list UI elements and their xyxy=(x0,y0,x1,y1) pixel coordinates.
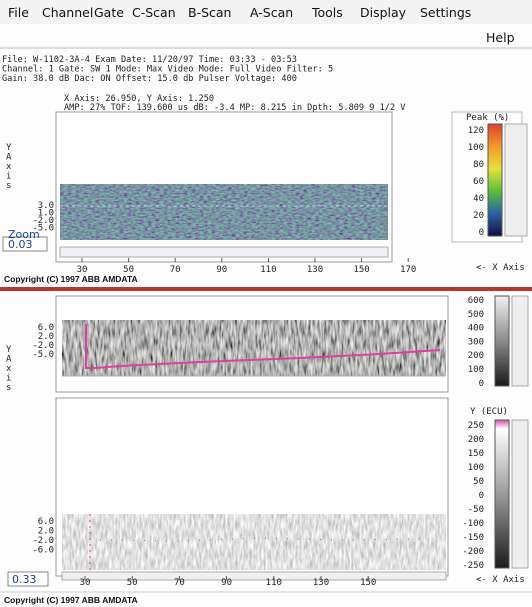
y-axis-letter: A xyxy=(6,355,12,365)
y-tick-label: -5.0 xyxy=(32,350,54,360)
colorbar-tick-label: -250 xyxy=(462,561,484,571)
x-tick-label: 170 xyxy=(400,265,416,275)
colorbar-tick-label: 0 xyxy=(479,379,484,389)
colorbar-tick-label: 200 xyxy=(468,435,484,445)
colorbar-tick-label: 100 xyxy=(468,365,484,375)
y-axis-letter: i xyxy=(6,374,11,384)
y-tick-label: 6.0 xyxy=(38,517,54,527)
colorbar-tick-label: 100 xyxy=(468,143,484,153)
colorbar-tick-label: 50 xyxy=(473,477,484,487)
y-axis-letter: x xyxy=(6,162,12,172)
y-axis-letter: Y xyxy=(6,345,12,355)
menu-item[interactable]: Gate xyxy=(94,5,124,20)
cursor-line-text: AMP: 27% TOF: 139.600 us dB: -3.4 MP: 8.… xyxy=(64,103,405,113)
y-axis-letter: A xyxy=(6,153,12,163)
copyright: Copyright (C) 1997 ABB AMDATA xyxy=(4,595,138,605)
zoom-value[interactable]: 0.03 xyxy=(8,238,33,251)
colorbar-tick-label: 0 xyxy=(479,228,484,238)
info-line: File: W-1102-3A-4 Exam Date: 11/20/97 Ti… xyxy=(2,55,297,65)
menu-item[interactable]: Tools xyxy=(311,5,343,20)
colorbar-title: Peak (%) xyxy=(466,113,509,123)
y-axis-letter: Y xyxy=(6,143,12,153)
colorbar xyxy=(495,296,509,386)
x-tick-label: 110 xyxy=(260,265,276,275)
menu-item[interactable]: Display xyxy=(360,5,407,20)
x-tick-label: 150 xyxy=(353,265,369,275)
x-axis-note: <- X Axis xyxy=(476,263,525,273)
y-axis-letter: s xyxy=(6,383,11,393)
y-axis-letter: x xyxy=(6,364,12,374)
info-line: Gain: 38.0 dB Dac: ON Offset: 15.0 db Pu… xyxy=(2,74,297,84)
colorbar-tick-label: -200 xyxy=(462,547,484,557)
colorbar-tick-label: -150 xyxy=(462,533,484,543)
x-axis-note: <- X Axis xyxy=(476,575,525,585)
menu-item[interactable]: B-Scan xyxy=(188,5,231,20)
colorbar-tick-label: 500 xyxy=(468,310,484,320)
menu-help[interactable]: Help xyxy=(486,30,515,45)
colorbar-tick-label: 200 xyxy=(468,351,484,361)
colorbar xyxy=(495,420,509,568)
colorbar-slider[interactable] xyxy=(512,420,528,568)
scrollbar[interactable] xyxy=(62,572,446,580)
menu-item[interactable]: Settings xyxy=(420,5,471,20)
y-tick-label: -2.0 xyxy=(32,536,54,546)
colorbar xyxy=(488,124,502,236)
colorbar-title: Y (ECU) xyxy=(470,407,508,417)
copyright: Copyright (C) 1997 ABB AMDATA xyxy=(4,274,138,284)
colorbar-tick-label: 300 xyxy=(468,337,484,347)
b-scan-image xyxy=(62,320,446,376)
colorbar-tick-label: 80 xyxy=(473,160,484,170)
menu-item[interactable]: Channel xyxy=(42,5,93,20)
colorbar-tick-label: 120 xyxy=(468,126,484,136)
colorbar-tick-label: 0 xyxy=(479,491,484,501)
y-axis-letter: s xyxy=(6,181,11,191)
menu-item[interactable]: File xyxy=(8,5,29,20)
x-tick-label: 50 xyxy=(123,265,134,275)
x-tick-label: 70 xyxy=(170,265,181,275)
colorbar-tick-label: 100 xyxy=(468,463,484,473)
colorbar-tick-label: -100 xyxy=(462,519,484,529)
colorbar-tick-label: 250 xyxy=(468,421,484,431)
c-scan-image xyxy=(60,184,388,240)
colorbar-tick-label: 60 xyxy=(473,177,484,187)
colorbar-tick-label: 400 xyxy=(468,324,484,334)
scrollbar[interactable] xyxy=(60,247,388,257)
colorbar-tick-label: -50 xyxy=(468,505,484,515)
x-tick-label: 30 xyxy=(77,265,88,275)
colorbar-tick-label: 150 xyxy=(468,449,484,459)
d-scan-image xyxy=(62,514,446,570)
x-tick-label: 90 xyxy=(216,265,227,275)
colorbar-tick-label: 20 xyxy=(473,211,484,221)
menu-item[interactable]: A-Scan xyxy=(250,5,293,20)
colorbar-slider[interactable] xyxy=(512,296,528,386)
colorbar-tick-label: 600 xyxy=(468,296,484,306)
menu-item[interactable]: C-Scan xyxy=(132,5,176,20)
x-tick-label: 130 xyxy=(307,265,323,275)
y-tick-label: -6.0 xyxy=(32,546,54,556)
info-line: Channel: 1 Gate: SW 1 Mode: Max Video Mo… xyxy=(2,65,333,75)
y-axis-letter: i xyxy=(6,172,11,182)
y-tick-label: -5.0 xyxy=(32,224,54,234)
panel-divider xyxy=(0,287,532,291)
colorbar-slider[interactable] xyxy=(505,124,527,236)
colorbar-tick-label: 40 xyxy=(473,194,484,204)
screen: Help Zoom 0.03 Peak (%) <- X Axis Copyri… xyxy=(0,0,532,607)
y-tick-label: 2.0 xyxy=(38,527,54,537)
zoom-value[interactable]: 0.33 xyxy=(12,573,37,586)
